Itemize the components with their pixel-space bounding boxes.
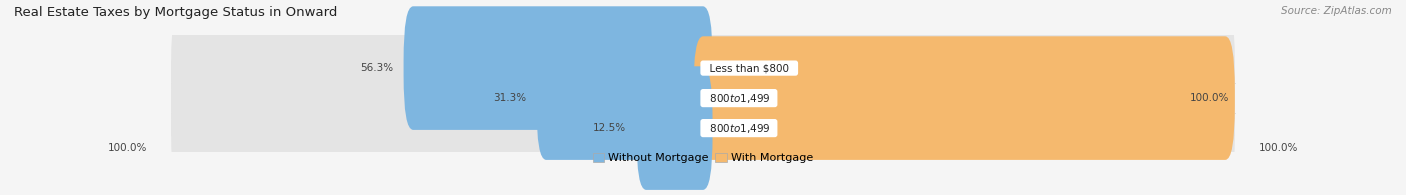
FancyBboxPatch shape (537, 36, 713, 160)
Text: 0.0%: 0.0% (714, 63, 740, 73)
Text: 31.3%: 31.3% (492, 93, 526, 103)
Legend: Without Mortgage, With Mortgage: Without Mortgage, With Mortgage (588, 149, 818, 168)
FancyBboxPatch shape (172, 90, 1234, 106)
Text: 100.0%: 100.0% (1260, 143, 1299, 153)
Text: 100.0%: 100.0% (107, 143, 146, 153)
FancyBboxPatch shape (172, 36, 1234, 160)
FancyBboxPatch shape (172, 120, 1234, 136)
FancyBboxPatch shape (172, 6, 1234, 130)
FancyBboxPatch shape (637, 66, 713, 190)
Text: Real Estate Taxes by Mortgage Status in Onward: Real Estate Taxes by Mortgage Status in … (14, 6, 337, 19)
Text: Less than $800: Less than $800 (703, 63, 796, 73)
Text: 100.0%: 100.0% (1189, 93, 1229, 103)
FancyBboxPatch shape (172, 60, 1234, 76)
FancyBboxPatch shape (172, 66, 1234, 190)
FancyBboxPatch shape (693, 36, 1234, 160)
Text: $800 to $1,499: $800 to $1,499 (703, 122, 775, 135)
Text: $800 to $1,499: $800 to $1,499 (703, 92, 775, 105)
Text: 0.0%: 0.0% (714, 123, 740, 133)
Text: Source: ZipAtlas.com: Source: ZipAtlas.com (1281, 6, 1392, 16)
Text: 56.3%: 56.3% (360, 63, 392, 73)
FancyBboxPatch shape (404, 6, 713, 130)
Text: 12.5%: 12.5% (593, 123, 626, 133)
